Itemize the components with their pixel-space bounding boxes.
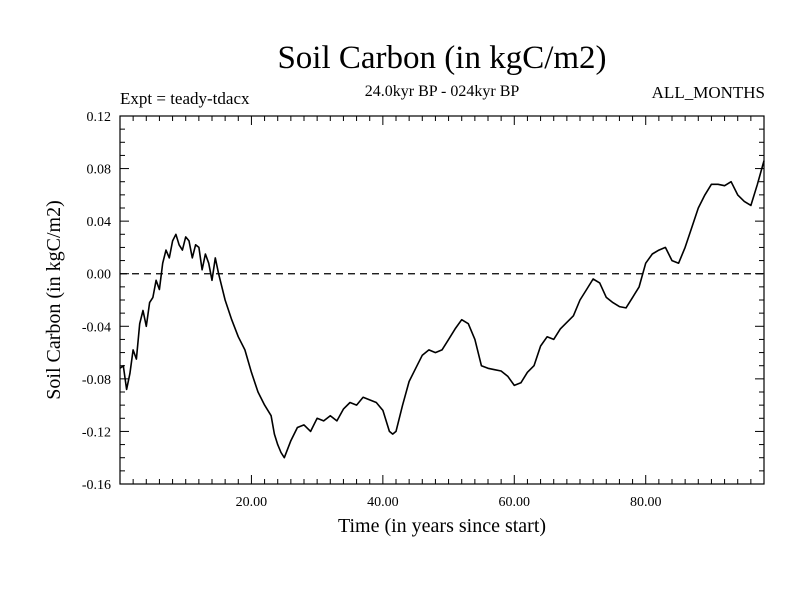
y-tick-label: -0.16 [82, 478, 111, 493]
y-tick-label: 0.00 [87, 268, 112, 283]
y-tick-label: 0.04 [87, 215, 112, 230]
y-tick-label: -0.04 [82, 320, 111, 335]
y-tick-label: -0.12 [82, 425, 111, 440]
chart-subtitle: 24.0kyr BP - 024kyr BP [364, 83, 520, 100]
y-axis-title: Soil Carbon (in kgC/m2) [43, 200, 65, 399]
axis-tick-labels: 20.00 40.00 60.00 80.00 -0.16 -0.12 -0.08 -0.04… [82, 110, 662, 510]
x-tick-label: 40.00 [367, 495, 399, 510]
experiment-label: Expt = teady-tdacx [120, 89, 250, 108]
y-tick-label: -0.08 [82, 373, 111, 388]
plot-area-frame [119, 115, 765, 485]
y-tick-label: 0.12 [87, 110, 112, 125]
x-tick-label: 20.00 [236, 495, 268, 510]
period-label: ALL_MONTHS [651, 83, 765, 102]
axis-ticks [120, 116, 764, 484]
x-axis-title: Time (in years since start) [338, 515, 546, 537]
y-tick-label: 0.08 [87, 163, 112, 178]
x-tick-label: 60.00 [499, 495, 531, 510]
soil-carbon-series-line [119, 160, 765, 459]
x-tick-label: 80.00 [630, 495, 662, 510]
chart-title: Soil Carbon (in kgC/m2) [277, 40, 607, 76]
